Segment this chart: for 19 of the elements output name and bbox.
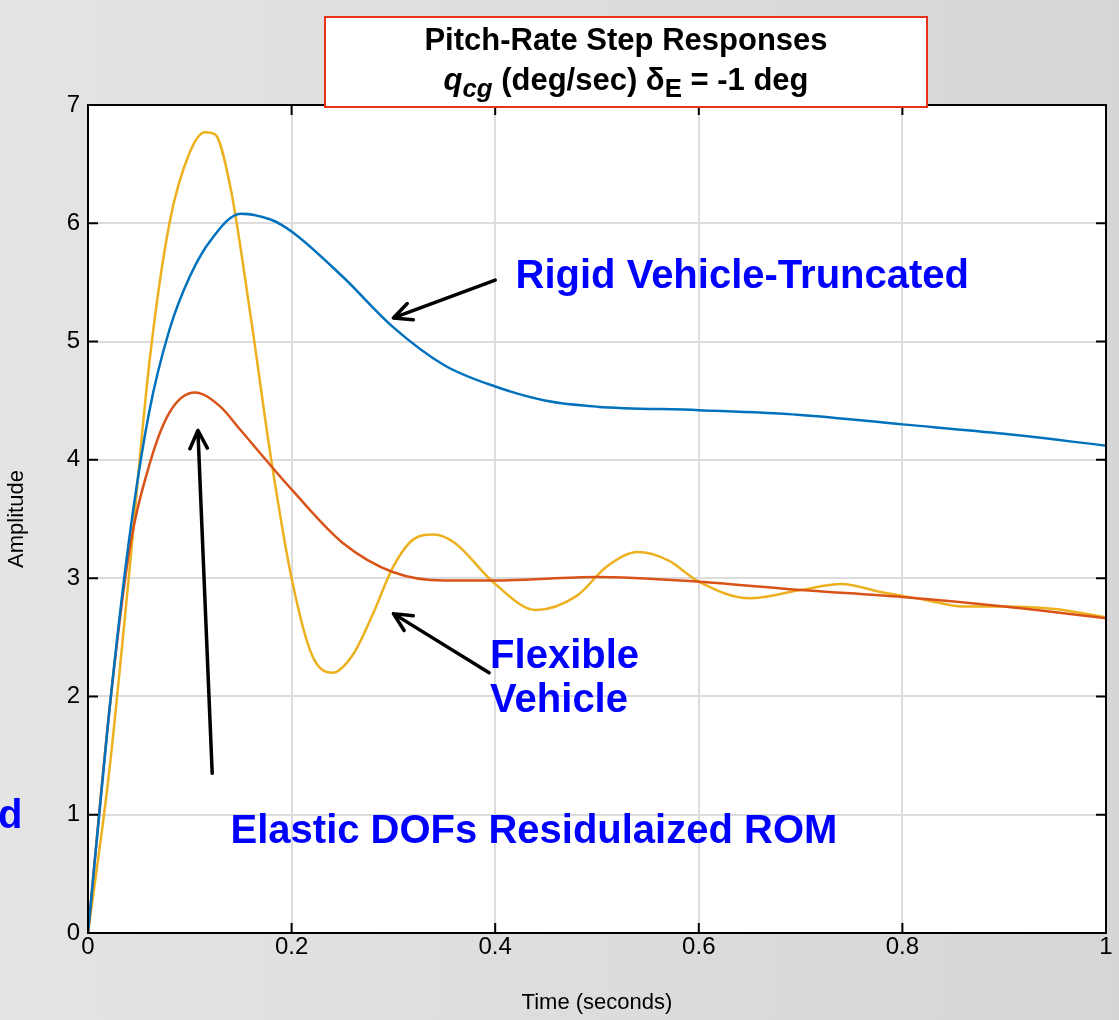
y-tick-label: 2 — [66, 681, 80, 709]
y-tick-label: 1 — [66, 799, 80, 827]
y-tick-label: 3 — [66, 562, 80, 590]
x-tick-label: 0.2 — [274, 932, 309, 960]
x-tick-label: 0.6 — [682, 932, 716, 960]
text: Rigid Vehicle-Truncated — [515, 251, 969, 296]
x-axis-title: Time (seconds) — [521, 988, 673, 1014]
series-label: Flexible Vehicle — [490, 632, 640, 721]
text: d — [0, 792, 23, 837]
x-tick-label: 0.8 — [885, 932, 920, 960]
chart-subtitle: q$_{cg}$ (deg/sec) δ$_{E}$ = -1 deg — [442, 61, 810, 105]
x-tick-label: 0.4 — [478, 932, 512, 960]
chart-title: Pitch-Rate Step Responses — [423, 21, 829, 59]
annotation: Elastic DOFs Residulaized ROM — [230, 807, 838, 852]
y-axis-title: Amplitude — [3, 470, 29, 568]
y-tick-label: 5 — [66, 326, 80, 354]
y-tick-label: 7 — [66, 89, 80, 117]
y-tick-label: 6 — [66, 207, 80, 235]
y-tick-label: 4 — [66, 444, 80, 472]
